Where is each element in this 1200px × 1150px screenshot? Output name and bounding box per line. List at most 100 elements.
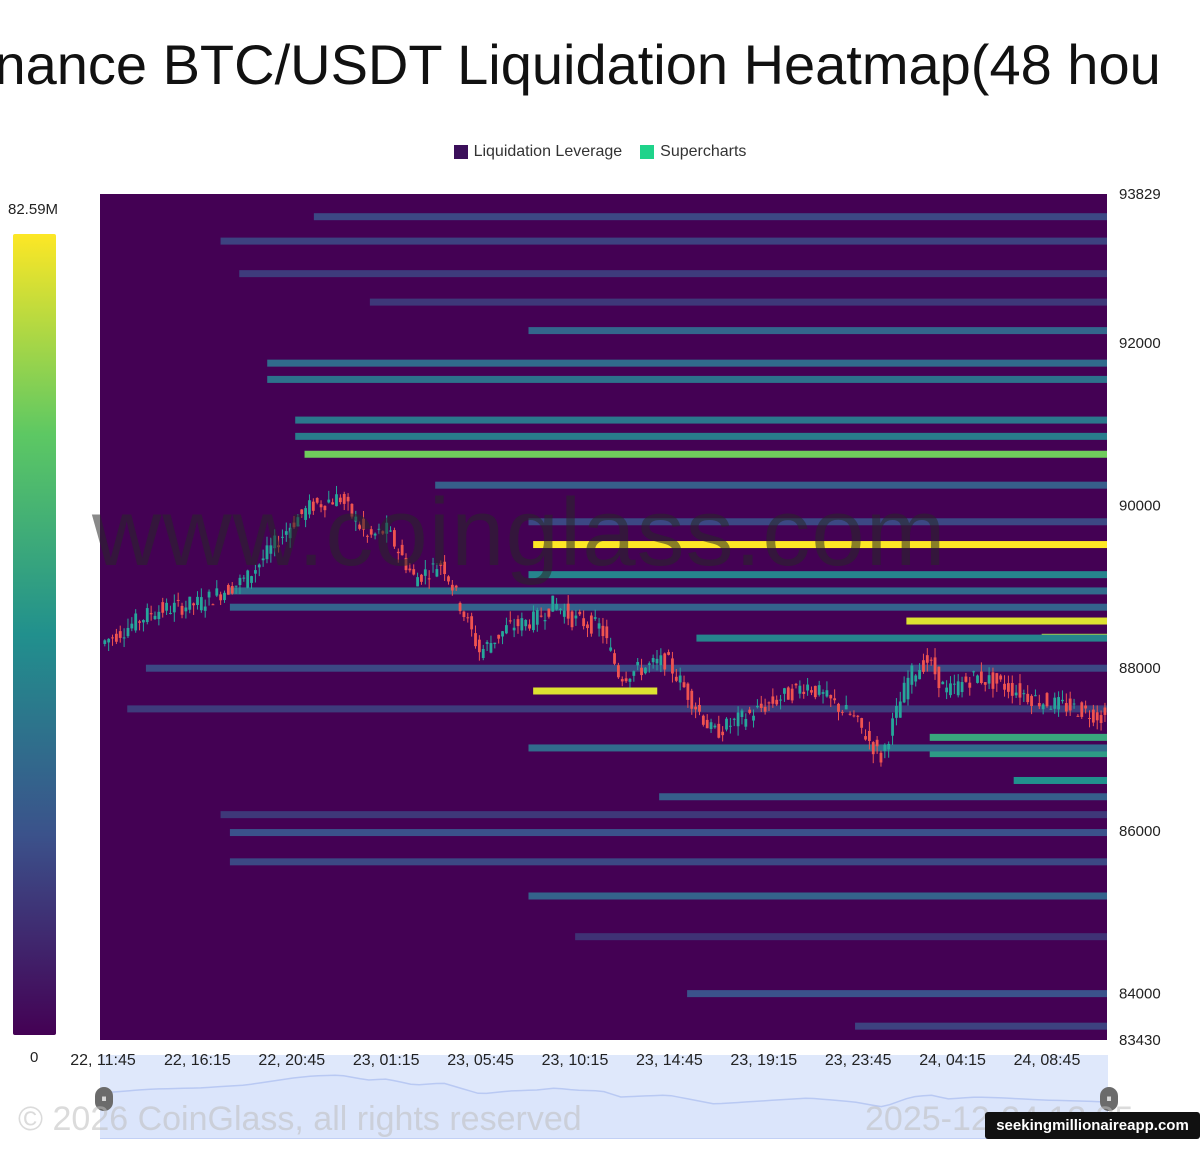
liquidation-band <box>369 298 1108 306</box>
candle-body <box>686 683 690 700</box>
candle-body <box>632 671 636 676</box>
candle-body <box>694 706 698 710</box>
candle-body <box>952 683 956 685</box>
candle-body <box>979 671 983 683</box>
candle-body <box>775 699 779 705</box>
liquidation-band <box>229 603 1107 611</box>
liquidation-band <box>528 744 1107 752</box>
candle-body <box>122 637 126 639</box>
liquidation-band <box>220 237 1107 245</box>
candle-body <box>1049 708 1053 710</box>
x-tick-label: 23, 05:45 <box>447 1052 514 1069</box>
candle-body <box>481 648 485 659</box>
liquidation-band <box>220 811 1107 819</box>
candle-body <box>1064 703 1068 712</box>
candle-body <box>659 655 663 666</box>
x-tick-label: 23, 23:45 <box>825 1052 892 1069</box>
candle-body <box>327 499 331 503</box>
liquidation-band <box>855 1022 1107 1030</box>
candle-body <box>701 715 705 725</box>
brush-right-handle[interactable]: ⏸ <box>1100 1087 1118 1111</box>
candle-body <box>960 682 964 693</box>
legend-item-liquidation-leverage[interactable]: Liquidation Leverage <box>453 143 622 161</box>
candle-body <box>555 603 558 610</box>
candle-body <box>1061 699 1064 702</box>
candle-body <box>640 667 643 676</box>
liquidation-band <box>313 213 1107 221</box>
candle-body <box>246 570 250 588</box>
x-tick-label: 23, 14:45 <box>636 1052 703 1069</box>
candle-body <box>829 695 833 699</box>
candle-body <box>532 611 535 631</box>
brush-overview-line <box>99 1074 1109 1140</box>
candle-body <box>976 675 979 683</box>
candle-body <box>798 685 802 694</box>
candle-body <box>725 718 728 730</box>
brush-left-handle[interactable]: ⏸ <box>95 1087 113 1111</box>
candle-body <box>895 705 898 718</box>
candle-body <box>848 713 852 715</box>
liquidation-band <box>533 541 1107 549</box>
candle-body <box>138 621 141 623</box>
candle-body <box>721 731 725 736</box>
candle-body <box>466 617 470 619</box>
candle-body <box>790 688 794 701</box>
candle-body <box>987 675 991 684</box>
candle-body <box>1007 683 1010 692</box>
candle-body <box>597 623 601 629</box>
candle-body <box>968 682 972 688</box>
candle-body <box>698 704 701 712</box>
legend-swatch-liquidation-leverage <box>453 145 468 159</box>
candle-body <box>134 613 138 631</box>
candle-body <box>157 611 161 620</box>
x-tick-label: 24, 04:15 <box>919 1052 986 1069</box>
candle-body <box>114 633 118 642</box>
x-tick-label: 22, 16:15 <box>164 1052 231 1069</box>
candle-body <box>1041 704 1045 710</box>
time-range-brush[interactable] <box>99 1055 1109 1140</box>
candle-body <box>288 527 292 539</box>
candle-body <box>566 603 570 619</box>
candle-body <box>169 612 172 614</box>
candle-body <box>624 678 628 682</box>
x-tick-label: 22, 11:45 <box>70 1052 136 1069</box>
legend-item-supercharts[interactable]: Supercharts <box>640 143 746 161</box>
source-badge: seekingmillionaireapp.com <box>985 1112 1200 1139</box>
candle-body <box>505 625 508 634</box>
candle-body <box>520 618 524 631</box>
candle-body <box>358 524 362 529</box>
candle-body <box>284 531 288 535</box>
candle-body <box>802 691 806 694</box>
candle-body <box>180 605 184 615</box>
candle-body <box>728 725 732 727</box>
candle-body <box>833 698 837 701</box>
y-tick-label: 86000 <box>1119 823 1161 840</box>
candle-body <box>323 505 327 511</box>
candle-body <box>516 619 520 627</box>
y-tick-label: 88000 <box>1119 660 1161 677</box>
candle-body <box>485 642 489 644</box>
candle-body <box>404 557 408 571</box>
y-tick-label: 92000 <box>1119 335 1161 352</box>
candle-body <box>995 673 999 684</box>
candle-body <box>589 615 593 634</box>
candle-body <box>837 703 840 712</box>
candle-body <box>779 699 782 701</box>
candle-body <box>972 671 976 673</box>
candle-body <box>813 685 817 698</box>
candle-body <box>593 617 597 619</box>
candle-body <box>350 503 354 517</box>
candle-body <box>1076 715 1080 717</box>
liquidation-band <box>435 481 1107 489</box>
candle-body <box>663 653 667 670</box>
candle-body <box>875 739 879 747</box>
candle-body <box>250 576 253 583</box>
candle-body <box>949 683 952 696</box>
candle-body <box>223 592 226 601</box>
candle-body <box>844 705 848 710</box>
candle-body <box>891 718 894 736</box>
liquidation-band <box>687 990 1107 998</box>
colorbar-max-label: 82.59M <box>8 201 59 218</box>
candle-body <box>431 563 435 565</box>
